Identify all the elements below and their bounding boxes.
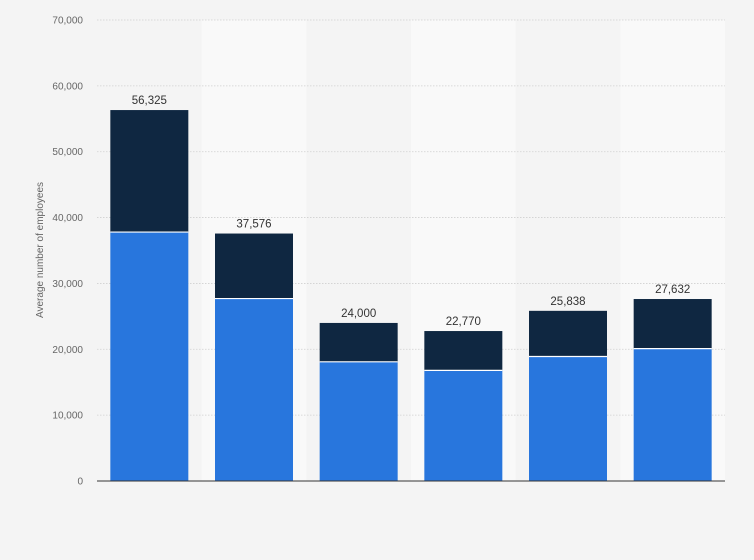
bar-total-label: 25,838 (550, 296, 585, 308)
y-tick-label: 70,000 (52, 16, 83, 27)
y-tick-label: 0 (77, 477, 83, 488)
y-tick-label: 40,000 (52, 213, 83, 224)
bar-segment-upper (424, 331, 503, 371)
bar-segment-upper (529, 310, 607, 357)
y-tick-label: 60,000 (52, 81, 83, 92)
y-tick-label: 10,000 (52, 411, 83, 422)
bar-total-label: 27,632 (655, 284, 690, 296)
bar-total-label: 22,770 (446, 316, 481, 328)
bar-segment-upper (319, 322, 398, 362)
y-tick-label: 30,000 (52, 279, 83, 290)
bar-segment-upper (633, 299, 712, 349)
bar-segment-lower (319, 361, 398, 481)
bar-segment-upper (110, 110, 189, 233)
bar-segment-lower (110, 232, 189, 481)
bar-segment-lower (529, 356, 607, 481)
gridlines (97, 19, 725, 416)
column-bands (201, 20, 725, 481)
bar-segment-lower (633, 348, 712, 481)
y-axis-ticks: 0 10,000 20,000 30,000 40,000 50,000 60,000 70,… (52, 16, 83, 488)
bars (110, 110, 712, 481)
bar-total-label: 56,325 (132, 95, 167, 107)
bar-segment-lower (215, 298, 293, 481)
y-tick-label: 20,000 (52, 345, 83, 356)
bar-total-label: 24,000 (341, 308, 376, 320)
bar-total-label: 37,576 (236, 219, 271, 231)
y-tick-label: 50,000 (52, 147, 83, 158)
data-labels: 56,325 37,576 24,000 22,770 25,838 27,632 (132, 95, 691, 328)
y-axis-title: Average number of employees (35, 182, 46, 318)
bar-segment-lower (424, 370, 503, 481)
bar-segment-upper (215, 233, 293, 299)
